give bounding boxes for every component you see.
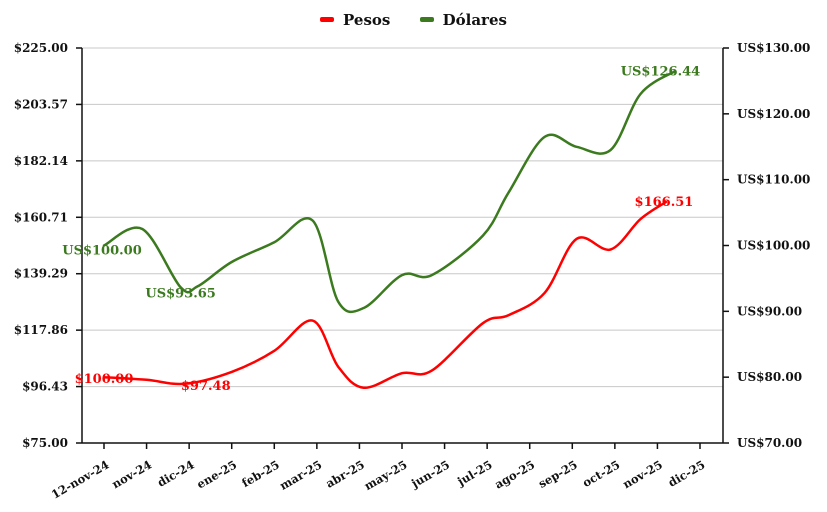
x-tick-label: feb-25 <box>239 457 282 490</box>
x-tick-label: jun-25 <box>408 457 452 490</box>
legend-item-dolares[interactable]: Dólares <box>419 10 507 29</box>
left-tick-label: $96.43 <box>22 380 68 394</box>
left-tick-label: $203.57 <box>14 97 68 111</box>
right-tick-label: US$100.00 <box>737 239 810 253</box>
right-tick-label: US$90.00 <box>737 304 802 318</box>
data-label: $166.51 <box>635 195 694 210</box>
x-tick-label: jul-25 <box>454 457 494 488</box>
x-tick-label: may-25 <box>362 457 410 493</box>
left-tick-label: $182.14 <box>14 154 68 168</box>
data-label: $100.00 <box>75 372 134 387</box>
x-tick-label: dic-24 <box>155 457 197 489</box>
left-tick-label: $139.29 <box>14 267 68 281</box>
legend-item-pesos[interactable]: Pesos <box>320 11 390 29</box>
right-tick-label: US$70.00 <box>737 436 802 450</box>
x-tick-label: oct-25 <box>580 457 622 490</box>
x-tick-label: ago-25 <box>492 457 537 491</box>
legend-label-pesos: Pesos <box>343 10 391 29</box>
series-line-pesos <box>102 200 668 389</box>
right-tick-label: US$110.00 <box>737 173 810 187</box>
x-tick-label: 12-nov-24 <box>49 457 112 501</box>
x-tick-label: nov-24 <box>109 457 154 491</box>
legend: Pesos Dólares <box>0 8 827 29</box>
data-label: US$126.44 <box>621 64 701 79</box>
x-tick-label: nov-25 <box>620 457 665 491</box>
left-tick-label: $75.00 <box>22 436 68 450</box>
left-tick-label: $225.00 <box>14 41 68 55</box>
data-label: US$100.00 <box>62 244 142 259</box>
x-tick-label: abr-25 <box>323 457 367 490</box>
legend-swatch-pesos <box>320 17 335 22</box>
left-tick-label: $117.86 <box>14 323 68 337</box>
left-tick-label: $160.71 <box>14 210 68 224</box>
x-tick-label: sep-25 <box>536 457 580 490</box>
right-tick-label: US$120.00 <box>737 107 810 121</box>
data-label: US$93.65 <box>145 286 215 301</box>
x-tick-label: dic-25 <box>666 457 708 489</box>
right-tick-label: US$80.00 <box>737 370 802 384</box>
x-tick-label: mar-25 <box>277 457 324 492</box>
legend-label-dolares: Dólares <box>442 10 507 29</box>
right-tick-label: US$130.00 <box>737 41 810 55</box>
series-line-dolares <box>102 70 676 314</box>
data-label: $97.48 <box>181 379 231 394</box>
legend-swatch-dolares <box>419 17 434 22</box>
x-tick-label: ene-25 <box>194 457 239 491</box>
